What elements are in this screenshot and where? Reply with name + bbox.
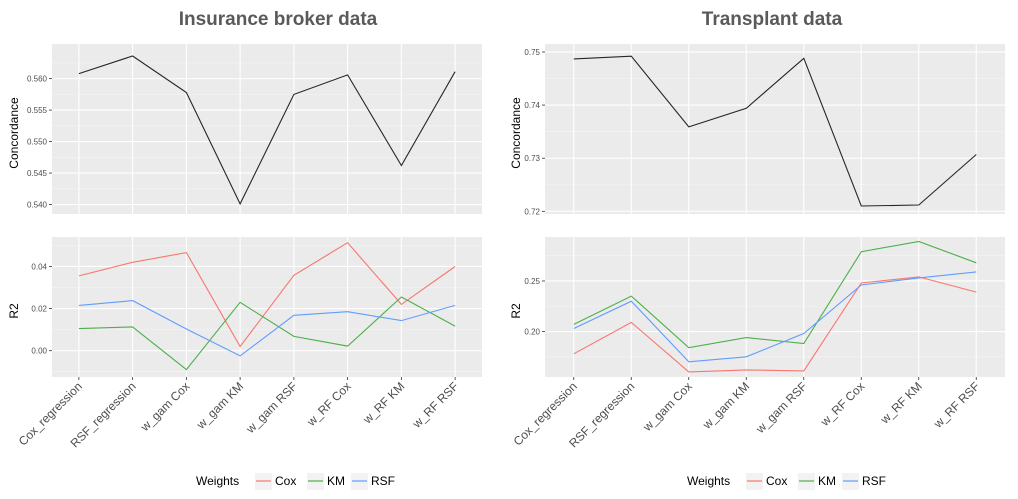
y-tick-label: 0.74 [524, 101, 540, 110]
x-tick-label: w_RF Cox [817, 379, 867, 429]
y-tick-label: 0.550 [27, 138, 48, 147]
y-axis-label: R2 [509, 303, 523, 319]
y-tick-label: 0.02 [31, 305, 47, 314]
x-tick-label: w_gam RSF [753, 379, 810, 436]
x-tick-label: w_RF RSF [930, 379, 982, 431]
series-line-cox [78, 241, 456, 348]
chart-title: Transplant data [702, 9, 843, 30]
y-tick-label: 0.540 [27, 201, 48, 210]
series-line-rsf [78, 300, 456, 357]
concordance-panel: 0.540 0.545 0.550 0.555 0.560 Concordance [7, 44, 482, 214]
chart-title: Insurance broker data [179, 9, 378, 30]
y-tick-label: 0.04 [31, 262, 47, 271]
chart-1: Insurance broker data 0.540 0.545 0.550 0.55… [7, 9, 482, 490]
x-tick-label: w_RF Cox [304, 379, 354, 429]
legend-label-rsf: RSF [862, 474, 886, 488]
y-axis-label: Concordance [509, 97, 523, 169]
y-tick-label: 0.545 [27, 169, 48, 178]
series-line-rsf [573, 271, 977, 363]
legend-title: Weights [196, 474, 239, 488]
x-tick-label: w_gam Cox [137, 379, 192, 434]
y-tick-label: 0.25 [524, 277, 540, 286]
chart-2: Transplant data 0.72 0.73 0.74 0.75 Concordan… [509, 9, 1005, 490]
x-tick-label: w_gam RSF [243, 379, 300, 436]
x-tick-label: w_gam Cox [639, 379, 694, 434]
series-line-concordance [78, 55, 456, 206]
panel-background [52, 237, 482, 377]
legend-label-km: KM [818, 474, 836, 488]
panel-background [545, 44, 1005, 214]
y-tick-label: 0.555 [27, 106, 48, 115]
x-tick-label: w_RF KM [877, 379, 925, 427]
legend: Weights Cox KM RSF [196, 473, 395, 490]
x-tick-label: w_gam KM [193, 379, 246, 432]
y-tick-label: 0.73 [524, 154, 540, 163]
legend-label-rsf: RSF [371, 474, 395, 488]
x-tick-label: w_RF RSF [409, 379, 461, 431]
series-line-cox [573, 276, 977, 373]
panel-background [52, 44, 482, 214]
x-tick-label: w_gam KM [699, 379, 752, 432]
series-line-km [573, 240, 977, 349]
y-axis-label: R2 [7, 303, 21, 319]
x-tick-label: w_RF KM [360, 379, 408, 427]
legend-label-cox: Cox [766, 474, 787, 488]
series-line-concordance [573, 55, 977, 207]
y-tick-label: 0.20 [524, 328, 540, 337]
panel-background [545, 237, 1005, 377]
concordance-panel: 0.72 0.73 0.74 0.75 Concordance [509, 44, 1005, 216]
r2-panel: 0.000.020.04R2Cox_regressionRSF_regressi… [7, 237, 482, 450]
y-tick-label: 0.560 [27, 75, 48, 84]
legend-label-cox: Cox [275, 474, 296, 488]
y-tick-label: 0.72 [524, 207, 540, 216]
legend-title: Weights [687, 474, 730, 488]
series-line-km [78, 296, 456, 371]
legend-label-km: KM [327, 474, 345, 488]
y-axis-label: Concordance [7, 97, 21, 169]
legend: Weights Cox KM RSF [687, 473, 886, 490]
y-tick-label: 0.75 [524, 48, 540, 57]
y-tick-label: 0.00 [31, 347, 47, 356]
